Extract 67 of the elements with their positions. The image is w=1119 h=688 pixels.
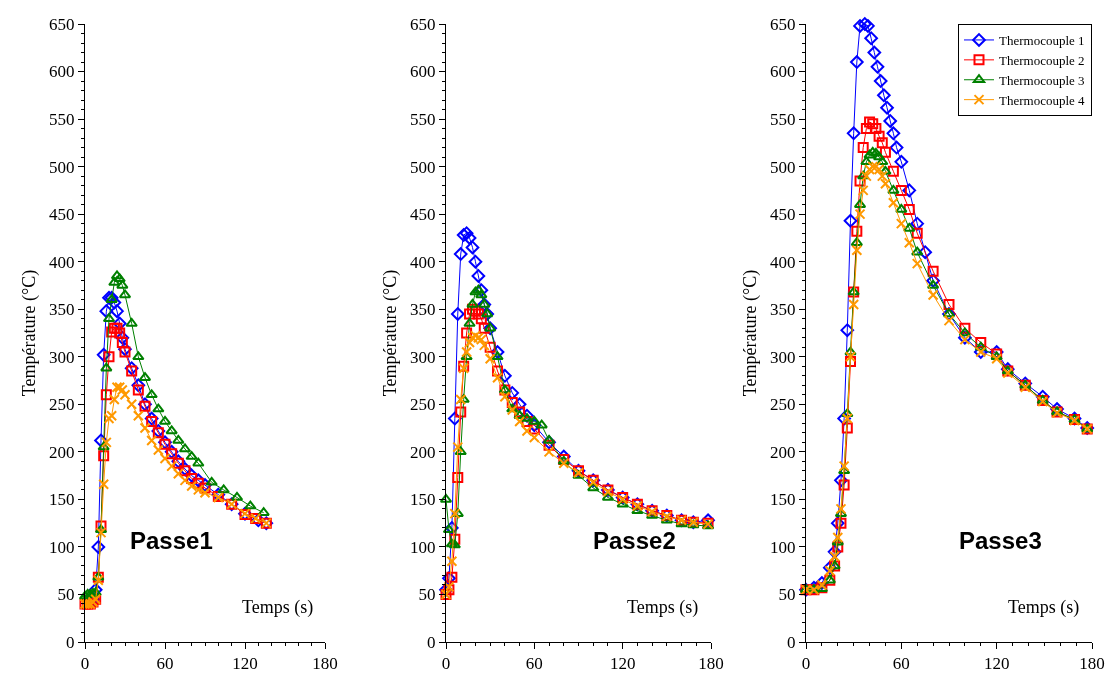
y-tick-label: 300	[410, 347, 436, 367]
y-tick-label: 0	[787, 632, 796, 652]
x-tick-label: 180	[1079, 654, 1105, 674]
y-tick-label: 100	[49, 537, 75, 557]
y-tick-label: 650	[410, 14, 436, 34]
y-tick-label: 200	[770, 442, 796, 462]
y-tick-label: 550	[410, 110, 436, 130]
y-tick-label: 50	[778, 585, 796, 605]
x-tick-label: 60	[525, 654, 543, 674]
y-tick-label: 200	[49, 442, 75, 462]
y-tick-label: 0	[66, 632, 75, 652]
legend-label: Thermocouple 2	[999, 52, 1085, 68]
x-tick-label: 60	[156, 654, 174, 674]
y-tick-label: 500	[49, 157, 75, 177]
y-tick-label: 600	[410, 62, 436, 82]
annotation: Passe3	[959, 527, 1042, 554]
y-tick-label: 150	[410, 490, 436, 510]
x-tick-label: 180	[312, 654, 338, 674]
y-tick-label: 100	[410, 537, 436, 557]
x-tick-label: 120	[983, 654, 1010, 674]
y-tick-label: 250	[410, 395, 436, 415]
y-tick-label: 200	[410, 442, 436, 462]
y-tick-label: 550	[49, 110, 75, 130]
y-tick-label: 50	[418, 585, 436, 605]
y-tick-label: 150	[49, 490, 75, 510]
x-tick-label: 0	[80, 654, 90, 674]
y-tick-label: 600	[49, 62, 75, 82]
y-tick-label: 400	[410, 252, 436, 272]
y-tick-label: 450	[410, 205, 436, 225]
y-tick-label: 500	[410, 157, 436, 177]
x-axis-title: Temps (s)	[242, 597, 314, 618]
legend-label: Thermocouple 4	[999, 92, 1086, 108]
x-tick-label: 120	[232, 654, 258, 674]
y-tick-label: 550	[770, 110, 796, 130]
y-tick-label: 450	[49, 205, 75, 225]
legend-label: Thermocouple 1	[999, 33, 1085, 49]
y-tick-label: 450	[770, 205, 796, 225]
y-tick-label: 100	[770, 537, 796, 557]
legend-label: Thermocouple 3	[999, 72, 1085, 88]
y-tick-label: 650	[770, 14, 796, 34]
y-tick-label: 400	[770, 252, 796, 272]
y-axis-title: Température (°C)	[740, 269, 762, 397]
y-tick-label: 300	[770, 347, 796, 367]
y-tick-label: 250	[49, 395, 75, 415]
y-tick-label: 150	[770, 490, 796, 510]
y-tick-label: 400	[49, 252, 75, 272]
x-axis-title: Temps (s)	[627, 597, 699, 618]
y-tick-label: 350	[410, 300, 436, 320]
annotation: Passe2	[593, 527, 676, 554]
x-tick-label: 0	[441, 654, 451, 674]
x-tick-label: 60	[892, 654, 910, 674]
y-tick-label: 600	[770, 62, 796, 82]
y-tick-label: 350	[49, 300, 75, 320]
y-axis-title: Température (°C)	[380, 269, 402, 397]
x-tick-label: 180	[698, 654, 724, 674]
y-tick-label: 250	[770, 395, 796, 415]
x-tick-label: 0	[801, 654, 811, 674]
y-tick-label: 650	[49, 14, 75, 34]
y-tick-label: 500	[770, 157, 796, 177]
y-tick-label: 50	[57, 585, 75, 605]
x-axis-title: Temps (s)	[1008, 597, 1080, 618]
y-tick-label: 0	[427, 632, 436, 652]
y-tick-label: 350	[770, 300, 796, 320]
y-axis-title: Température (°C)	[19, 269, 41, 397]
x-tick-label: 120	[609, 654, 636, 674]
y-tick-label: 300	[49, 347, 75, 367]
annotation: Passe1	[130, 527, 213, 554]
